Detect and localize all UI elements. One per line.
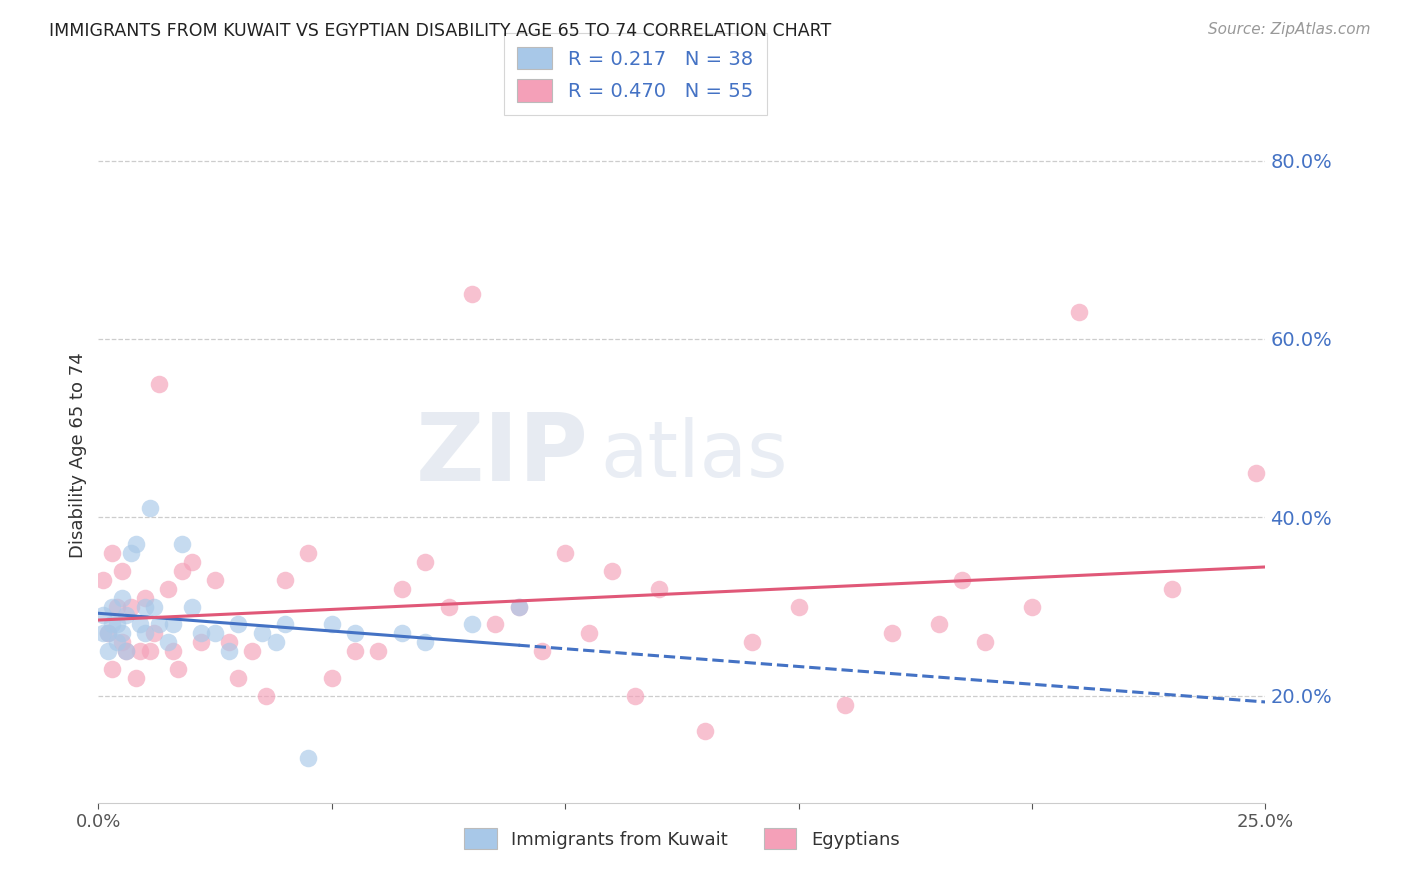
Point	[367, 644, 389, 658]
Point	[741, 635, 763, 649]
Legend: Immigrants from Kuwait, Egyptians: Immigrants from Kuwait, Egyptians	[457, 822, 907, 856]
Point	[148, 376, 170, 391]
Point	[1067, 305, 1090, 319]
Point	[129, 617, 152, 632]
Point	[880, 626, 903, 640]
Point	[97, 644, 120, 658]
Point	[787, 599, 810, 614]
Point	[297, 546, 319, 560]
Point	[484, 617, 506, 632]
Point	[91, 626, 114, 640]
Point	[256, 689, 278, 703]
Point	[162, 644, 184, 658]
Point	[461, 287, 484, 301]
Point	[97, 626, 120, 640]
Point	[695, 724, 717, 739]
Point	[180, 555, 202, 569]
Point	[274, 617, 297, 632]
Point	[190, 626, 212, 640]
Point	[91, 573, 114, 587]
Point	[204, 573, 226, 587]
Text: Source: ZipAtlas.com: Source: ZipAtlas.com	[1208, 22, 1371, 37]
Point	[111, 626, 134, 640]
Point	[139, 644, 162, 658]
Point	[101, 546, 124, 560]
Point	[461, 617, 484, 632]
Point	[105, 599, 128, 614]
Point	[624, 689, 647, 703]
Point	[157, 582, 180, 596]
Point	[97, 626, 120, 640]
Point	[125, 671, 148, 685]
Point	[1021, 599, 1043, 614]
Point	[391, 582, 413, 596]
Point	[105, 617, 128, 632]
Point	[600, 564, 623, 578]
Point	[218, 635, 240, 649]
Point	[162, 617, 184, 632]
Point	[834, 698, 856, 712]
Point	[134, 626, 156, 640]
Point	[111, 564, 134, 578]
Point	[264, 635, 287, 649]
Text: IMMIGRANTS FROM KUWAIT VS EGYPTIAN DISABILITY AGE 65 TO 74 CORRELATION CHART: IMMIGRANTS FROM KUWAIT VS EGYPTIAN DISAB…	[49, 22, 831, 40]
Point	[120, 546, 142, 560]
Point	[143, 599, 166, 614]
Point	[928, 617, 950, 632]
Point	[115, 644, 138, 658]
Point	[578, 626, 600, 640]
Point	[101, 599, 124, 614]
Point	[134, 591, 156, 605]
Point	[228, 617, 250, 632]
Point	[172, 537, 194, 551]
Point	[218, 644, 240, 658]
Point	[437, 599, 460, 614]
Point	[101, 662, 124, 676]
Point	[180, 599, 202, 614]
Point	[1161, 582, 1184, 596]
Point	[115, 608, 138, 623]
Point	[157, 635, 180, 649]
Point	[530, 644, 553, 658]
Point	[105, 635, 128, 649]
Point	[115, 644, 138, 658]
Point	[172, 564, 194, 578]
Point	[274, 573, 297, 587]
Point	[974, 635, 997, 649]
Point	[204, 626, 226, 640]
Point	[391, 626, 413, 640]
Point	[129, 644, 152, 658]
Point	[139, 501, 162, 516]
Point	[1244, 466, 1267, 480]
Point	[134, 599, 156, 614]
Point	[125, 537, 148, 551]
Point	[111, 591, 134, 605]
Point	[166, 662, 188, 676]
Point	[91, 608, 114, 623]
Point	[242, 644, 264, 658]
Point	[101, 617, 124, 632]
Y-axis label: Disability Age 65 to 74: Disability Age 65 to 74	[69, 352, 87, 558]
Point	[950, 573, 973, 587]
Point	[250, 626, 273, 640]
Point	[120, 599, 142, 614]
Point	[148, 617, 170, 632]
Point	[321, 671, 343, 685]
Point	[344, 626, 367, 640]
Point	[344, 644, 367, 658]
Point	[413, 555, 436, 569]
Text: ZIP: ZIP	[416, 409, 589, 501]
Point	[413, 635, 436, 649]
Point	[228, 671, 250, 685]
Point	[297, 751, 319, 765]
Point	[143, 626, 166, 640]
Point	[111, 635, 134, 649]
Point	[508, 599, 530, 614]
Text: atlas: atlas	[600, 417, 787, 493]
Point	[321, 617, 343, 632]
Point	[554, 546, 576, 560]
Point	[508, 599, 530, 614]
Point	[190, 635, 212, 649]
Point	[647, 582, 669, 596]
